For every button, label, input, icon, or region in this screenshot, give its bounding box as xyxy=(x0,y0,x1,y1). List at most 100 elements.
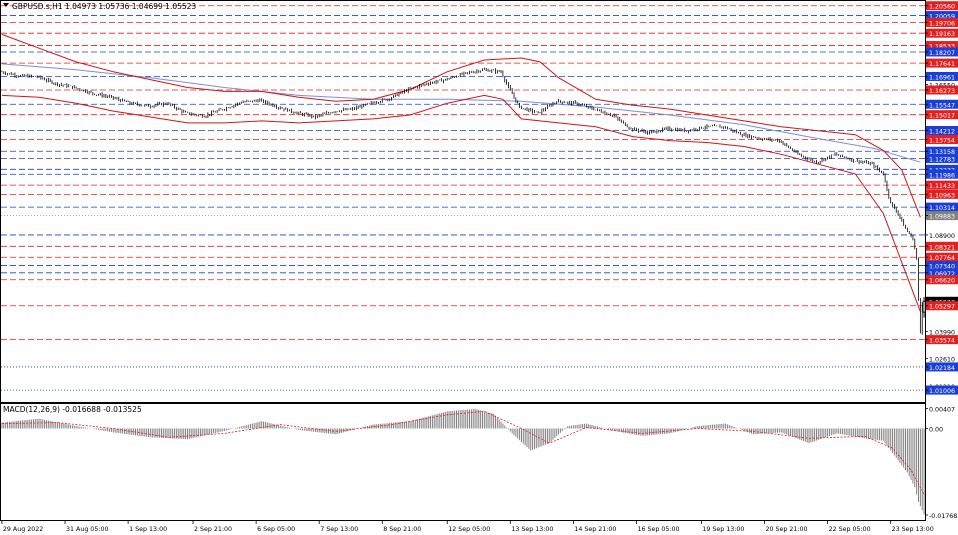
macd-panel xyxy=(1,408,925,515)
price-label: 1.11986 xyxy=(929,172,955,179)
price-label: 1.18207 xyxy=(929,50,955,57)
price-label: 1.09883 xyxy=(929,214,955,221)
price-label: 1.20560 xyxy=(929,4,955,11)
price-label-bg xyxy=(926,268,958,278)
time-label: 7 Sep 13:00 xyxy=(320,526,358,533)
collapse-icon[interactable] xyxy=(3,3,9,7)
price-label: 1.03990 xyxy=(929,329,955,336)
price-label-bg xyxy=(926,362,958,372)
time-label: 14 Sep 21:00 xyxy=(574,526,616,533)
price-label-bg xyxy=(926,110,958,120)
price-label-bg xyxy=(926,154,958,164)
price-label-bg xyxy=(926,261,958,271)
time-label: 22 Sep 05:00 xyxy=(829,526,871,533)
price-label: 1.18533 xyxy=(929,44,955,51)
price-label-bg xyxy=(926,58,958,68)
price-label: 1.13754 xyxy=(929,138,955,145)
price-label-bg xyxy=(926,335,958,345)
time-label: 12 Sep 05:00 xyxy=(448,526,490,533)
price-label-bg xyxy=(926,146,958,156)
price-label-bg xyxy=(926,164,958,174)
price-label: 1.07340 xyxy=(929,264,955,271)
time-label: 29 Aug 2022 xyxy=(3,526,43,533)
price-label: 1.15017 xyxy=(929,113,955,120)
macd-axis: 0.00407 0.00 -0.017683 xyxy=(925,407,958,520)
macd-plot-frame xyxy=(0,403,926,521)
price-label: 1.12783 xyxy=(929,157,955,164)
price-label: 1.05297 xyxy=(929,304,955,311)
price-label: 1.19706 xyxy=(929,21,955,28)
bollinger-lower-band xyxy=(1,94,921,312)
price-label-bg xyxy=(926,47,958,57)
price-label: 1.10963 xyxy=(929,192,955,199)
macd-axis-label: 0.00407 xyxy=(929,407,955,414)
moving-average-line xyxy=(1,63,921,163)
price-label-bg xyxy=(926,275,958,285)
price-label-bg xyxy=(926,125,958,135)
price-label: 1.11433 xyxy=(929,183,955,190)
macd-axis-label: -0.017683 xyxy=(929,513,958,520)
price-label-bg xyxy=(926,385,958,395)
price-label: 1.03574 xyxy=(929,338,955,345)
price-label: 1.20059 xyxy=(929,14,955,21)
price-label-bg xyxy=(926,252,958,262)
time-label: 1 Sep 13:00 xyxy=(129,526,167,533)
bollinger-and-ma xyxy=(1,33,921,312)
time-label: 20 Sep 21:00 xyxy=(766,526,808,533)
bollinger-upper-band xyxy=(1,33,921,218)
price-label-bg xyxy=(926,180,958,190)
time-label: 16 Sep 05:00 xyxy=(637,526,679,533)
price-label: 1.08900 xyxy=(929,233,955,240)
price-label-bg xyxy=(926,18,958,28)
price-label-bg xyxy=(926,241,958,251)
time-label: 2 Sep 21:00 xyxy=(194,526,232,533)
price-label-bg xyxy=(926,99,958,109)
price-label-bg xyxy=(926,85,958,95)
price-label-bg xyxy=(926,202,958,212)
time-label: 8 Sep 21:00 xyxy=(383,526,421,533)
price-label-bg xyxy=(926,28,958,38)
horizontal-levels xyxy=(1,5,925,391)
price-label-bg xyxy=(926,189,958,199)
price-label: 1.08321 xyxy=(929,244,955,251)
price-label-bg xyxy=(926,11,958,21)
current-candle-body xyxy=(922,300,926,313)
time-label: 6 Sep 05:00 xyxy=(257,526,295,533)
price-label: 1.16273 xyxy=(929,88,955,95)
time-label: 23 Sep 13:00 xyxy=(892,526,934,533)
price-label-bg xyxy=(926,41,958,51)
candles xyxy=(1,67,926,335)
time-axis: 29 Aug 2022 31 Aug 05:00 1 Sep 13:00 2 Sep … xyxy=(1,520,934,533)
price-label-bg xyxy=(926,169,958,179)
price-label-bg xyxy=(926,135,958,145)
price-label: 1.10314 xyxy=(929,205,955,212)
price-label: 1.13158 xyxy=(929,149,955,156)
price-label: 1.01006 xyxy=(929,388,955,395)
price-label: 1.15547 xyxy=(929,102,955,109)
price-label-bg xyxy=(926,1,958,11)
price-label: 1.16961 xyxy=(929,74,955,81)
price-label-bg xyxy=(926,211,958,221)
price-label: 1.02184 xyxy=(929,365,955,372)
macd-info: MACD(12,26,9) -0.016688 -0.013525 xyxy=(3,405,142,414)
symbol-info: GBPUSD.s,H1 1.04973 1.05736 1.04699 1.05… xyxy=(12,2,196,11)
price-label: 1.19163 xyxy=(929,31,955,38)
macd-axis-label: 0.00 xyxy=(929,426,943,433)
main-plot-frame xyxy=(0,0,926,403)
price-label: 1.06972 xyxy=(929,271,955,278)
time-label: 19 Sep 13:00 xyxy=(702,526,744,533)
price-label-bg xyxy=(926,71,958,81)
price-label: 1.07764 xyxy=(929,255,955,262)
chart-frames xyxy=(0,0,926,521)
price-label-bg xyxy=(926,301,958,311)
time-label: 31 Aug 05:00 xyxy=(66,526,108,533)
time-label: 13 Sep 13:00 xyxy=(511,526,553,533)
macd-signal-line xyxy=(1,410,925,495)
price-label: 1.17641 xyxy=(929,61,955,68)
price-label: 1.14212 xyxy=(929,128,955,135)
price-label: 1.06620 xyxy=(929,278,955,285)
price-label: 1.02610 xyxy=(929,357,955,364)
